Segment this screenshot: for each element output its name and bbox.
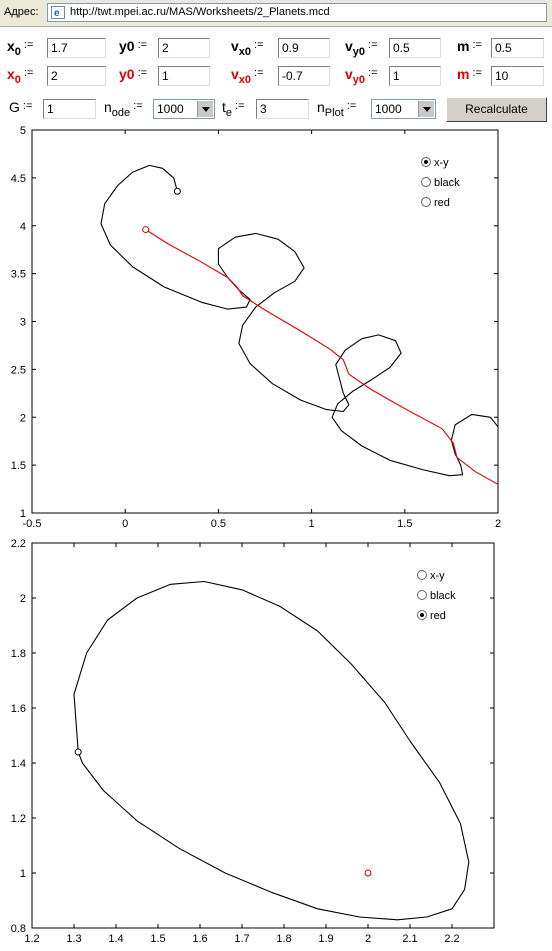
black-m-input[interactable] (491, 38, 544, 58)
plot-red-view: 1.2 1.3 1.4 1.5 1.6 1.7 1.8 1.9 2 2.1 2.2 0.8 1 1.2 1.… (11, 538, 495, 945)
x-tick-label: 1.6 (192, 933, 207, 945)
y-tick-label: 2.5 (11, 364, 26, 376)
x-tick-label: 1.8 (276, 933, 291, 945)
x-tick-label: 1.7 (234, 933, 249, 945)
black-body-row: x0:= y0:= vx0:= vy0:= m:= (0, 36, 552, 60)
x-tick-label: 2.1 (402, 933, 417, 945)
n-plot-select[interactable]: 1000 (371, 99, 436, 119)
red-m-input[interactable] (491, 66, 544, 86)
view-radio-label: x-y (434, 157, 449, 169)
y-tick-label: 3.5 (11, 269, 26, 281)
x-tick-label: 2.2 (444, 933, 459, 945)
view-radio-x-y[interactable] (417, 570, 427, 580)
y-tick-label: 4 (20, 221, 26, 233)
url-text: http://twt.mpei.ac.ru/MAS/Worksheets/2_P… (70, 6, 330, 18)
black-x0-input[interactable] (47, 38, 106, 58)
red-body-row: x0:= y0:= vx0:= vy0:= m:= (0, 64, 552, 88)
y-tick-label: 1.6 (11, 703, 26, 715)
g-input[interactable] (43, 99, 96, 119)
x-tick-label: 1.4 (108, 933, 123, 945)
y-tick-label: 1.5 (11, 460, 26, 472)
address-label: Адрес: (4, 6, 39, 18)
x-tick-label: 1.9 (318, 933, 333, 945)
y-tick-label: 4.5 (11, 173, 26, 185)
t-e-input[interactable] (256, 99, 309, 119)
view-radio-black[interactable] (417, 590, 427, 600)
red-orbit-line (145, 229, 499, 485)
y-tick-label: 1.8 (11, 648, 26, 660)
black-start-marker (173, 187, 181, 195)
x-tick-label: 2 (495, 518, 501, 530)
black-orbit-line (100, 164, 499, 477)
black-y0-input[interactable] (158, 38, 210, 58)
red-start-marker (364, 869, 372, 877)
black-start-marker (74, 748, 82, 756)
x-tick-label: -0.5 (23, 518, 42, 530)
radio-dot (424, 160, 428, 164)
red-vy0-input[interactable] (389, 66, 441, 86)
y-tick-label: 1.2 (11, 813, 26, 825)
view-radio-label: red (430, 610, 446, 622)
radio-dot (420, 613, 424, 617)
view-radio-label: black (434, 177, 460, 189)
y-tick-label: 3 (20, 317, 26, 329)
plot-xy-view: -0.5 0 0.5 1 1.5 2 1 1.5 2 2.5 3 3.5 4 4.5 5 x-y black re… (11, 125, 501, 530)
ie-page-icon: e (51, 6, 65, 19)
x-tick-label: 1.5 (150, 933, 165, 945)
view-radio-red[interactable] (421, 197, 431, 207)
x-tick-label: 1.5 (397, 518, 412, 530)
view-radio-label: red (434, 197, 450, 209)
svg-text:e: e (54, 8, 60, 19)
x-tick-label: 1.3 (66, 933, 81, 945)
settings-row: G:= node:= 1000 te:= nPlot:= 1000 (0, 97, 552, 121)
x-tick-label: 0 (122, 518, 128, 530)
y-tick-label: 2 (20, 412, 26, 424)
n-ode-select[interactable]: 1000 (153, 99, 215, 119)
view-radio-label: x-y (430, 570, 445, 582)
y-tick-label: 5 (20, 125, 26, 137)
red-vx0-input[interactable] (278, 66, 330, 86)
address-bar: Адрес: e http://twt.mpei.ac.ru/MAS/Works… (0, 0, 552, 27)
url-field[interactable]: e http://twt.mpei.ac.ru/MAS/Worksheets/2… (47, 3, 547, 22)
x-tick-label: 1 (309, 518, 315, 530)
x-tick-label: 1.2 (24, 933, 39, 945)
y-tick-label: 1 (20, 868, 26, 880)
red-y0-input[interactable] (158, 66, 210, 86)
y-tick-label: 2 (20, 593, 26, 605)
y-tick-label: 1.4 (11, 758, 26, 770)
red-x0-input[interactable] (47, 66, 106, 86)
black-vx0-input[interactable] (278, 38, 330, 58)
y-tick-label: 0.8 (11, 923, 26, 935)
red-start-marker (142, 226, 150, 234)
plot-frame (31, 129, 499, 514)
recalculate-button[interactable]: Recalculate (446, 97, 547, 122)
x-tick-label: 0.5 (211, 518, 226, 530)
black-orbit-line (73, 580, 470, 921)
y-tick-label: 2.2 (11, 538, 26, 550)
plot-frame (31, 542, 495, 929)
black-vy0-input[interactable] (389, 38, 441, 58)
chevron-down-icon[interactable] (197, 101, 213, 117)
view-radio-black[interactable] (421, 177, 431, 187)
view-radio-label: black (430, 590, 456, 602)
chevron-down-icon[interactable] (418, 101, 434, 117)
y-tick-label: 1 (20, 508, 26, 520)
x-tick-label: 2 (365, 933, 371, 945)
